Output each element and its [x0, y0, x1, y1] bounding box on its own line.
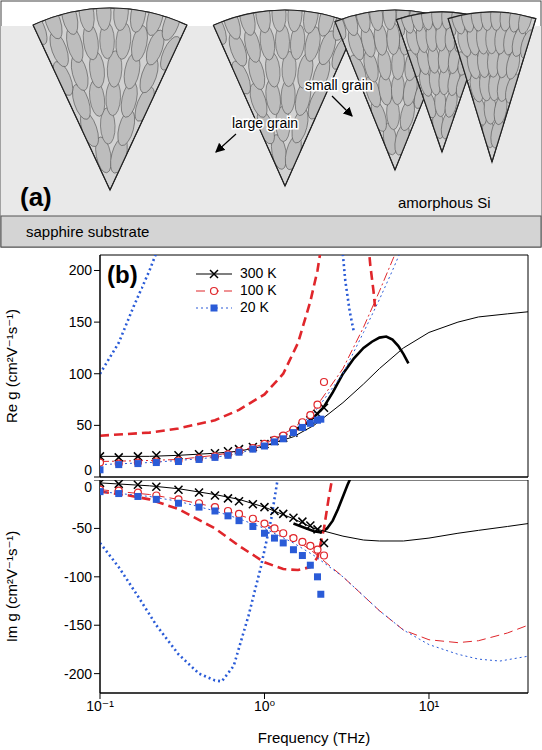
svg-text:Re g (cm²V⁻¹s⁻¹): Re g (cm²V⁻¹s⁻¹) — [3, 309, 20, 423]
svg-text:50: 50 — [76, 417, 92, 433]
svg-text:10⁰: 10⁰ — [254, 698, 276, 714]
svg-text:10¹: 10¹ — [419, 698, 440, 714]
svg-text:100: 100 — [69, 366, 93, 382]
svg-text:150: 150 — [69, 314, 93, 330]
svg-text:-100: -100 — [64, 569, 92, 585]
svg-text:10⁻¹: 10⁻¹ — [86, 698, 114, 714]
svg-text:(a): (a) — [20, 182, 52, 212]
svg-text:small grain: small grain — [305, 77, 373, 93]
svg-text:-150: -150 — [64, 617, 92, 633]
svg-text:0: 0 — [84, 462, 92, 478]
svg-text:0: 0 — [84, 480, 92, 495]
svg-text:Im g (cm²V⁻¹s⁻¹): Im g (cm²V⁻¹s⁻¹) — [3, 531, 20, 643]
svg-text:amorphous Si: amorphous Si — [398, 194, 491, 211]
svg-text:sapphire substrate: sapphire substrate — [26, 223, 149, 240]
svg-text:200: 200 — [69, 262, 93, 278]
html-text:(b): (b) — [107, 261, 138, 288]
svg-text:-50: -50 — [72, 520, 92, 536]
svg-text:large grain: large grain — [232, 115, 298, 131]
html-text:20 K: 20 K — [240, 299, 269, 315]
html-text:100 K: 100 K — [240, 282, 277, 298]
html-text:300 K: 300 K — [240, 265, 277, 281]
svg-text:-200: -200 — [64, 666, 92, 682]
svg-text:Frequency (THz): Frequency (THz) — [258, 729, 371, 746]
